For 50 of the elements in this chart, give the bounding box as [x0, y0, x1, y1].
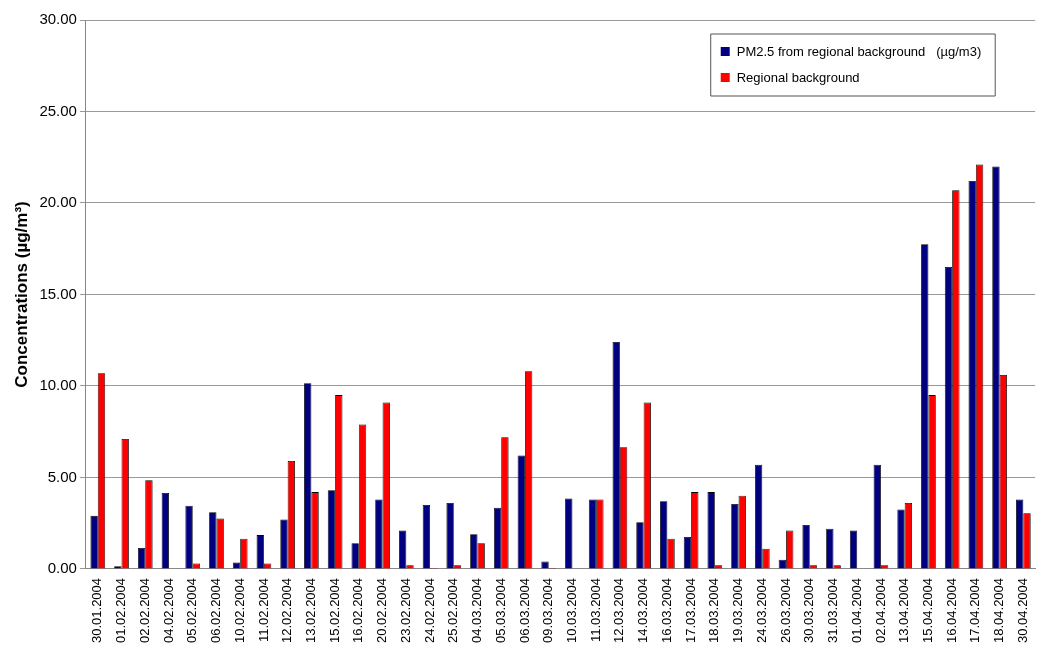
x-tick-label: 15.04.2004 — [920, 577, 935, 644]
x-tick-label: 04.02.2004 — [160, 577, 176, 644]
x-tick-label: 09.03.2004 — [540, 577, 556, 644]
y-tick-label: 10.00 — [39, 376, 77, 394]
x-tick-label: 30.04.2004 — [1014, 577, 1030, 644]
y-tick-label: 25.00 — [39, 101, 77, 119]
x-tick-label: 18.03.2004 — [706, 577, 722, 644]
x-tick-label: 15.02.2004 — [326, 577, 342, 644]
y-tick-label: 30.00 — [39, 10, 77, 28]
x-tick-label: 10.03.2004 — [564, 577, 580, 644]
x-tick-label: 12.03.2004 — [611, 577, 627, 644]
x-tick-label: 04.03.2004 — [469, 577, 485, 644]
y-axis-title: Concentrations (µg/m³) — [11, 201, 31, 388]
x-tick-label: 11.03.2004 — [587, 577, 603, 643]
x-tick-label: 17.03.2004 — [682, 577, 698, 644]
x-tick-label: 16.03.2004 — [658, 577, 674, 644]
x-tick-label: 17.04.2004 — [967, 577, 983, 644]
x-tick-label: 24.03.2004 — [753, 577, 769, 644]
x-tick-label: 05.03.2004 — [492, 577, 508, 644]
x-tick-label: 18.04.2004 — [991, 577, 1007, 644]
legend-label: Regional background — [736, 69, 860, 85]
x-tick-label: 20.02.2004 — [374, 577, 390, 644]
x-tick-label: 02.02.2004 — [136, 577, 152, 644]
x-tick-label: 02.04.2004 — [872, 577, 888, 644]
x-tick-label: 01.02.2004 — [113, 577, 129, 644]
x-tick-label: 06.02.2004 — [208, 577, 224, 644]
x-tick-label: 31.03.2004 — [825, 577, 841, 644]
x-tick-label: 12.02.2004 — [279, 577, 295, 644]
x-tick-label: 26.03.2004 — [777, 577, 793, 644]
x-tick-label: 13.04.2004 — [896, 577, 912, 644]
y-tick-label: 0.00 — [47, 559, 77, 577]
x-tick-label: 25.02.2004 — [445, 577, 461, 644]
x-tick-label: 19.03.2004 — [730, 577, 746, 644]
x-tick-label: 14.03.2004 — [635, 577, 651, 644]
y-tick-label: 15.00 — [39, 284, 77, 302]
x-tick-label: 30.03.2004 — [801, 577, 817, 644]
x-tick-label: 30.01.2004 — [89, 577, 105, 644]
x-tick-label: 24.02.2004 — [421, 577, 437, 644]
y-tick-label: 5.00 — [47, 467, 77, 485]
y-tick-label: 20.00 — [39, 193, 77, 211]
x-tick-label: 01.04.2004 — [848, 577, 864, 644]
x-tick-label: 10.02.2004 — [231, 577, 247, 644]
x-tick-label: 06.03.2004 — [516, 577, 532, 644]
x-tick-label: 16.04.2004 — [943, 577, 959, 644]
x-tick-label: 16.02.2004 — [350, 577, 366, 644]
legend-label: PM2.5 from regional background (µg/m3) — [736, 43, 982, 59]
x-tick-label: 11.02.2004 — [255, 577, 271, 643]
x-tick-label: 23.02.2004 — [397, 577, 413, 644]
x-tick-label: 05.02.2004 — [184, 577, 200, 644]
x-tick-label: 13.02.2004 — [302, 577, 318, 644]
